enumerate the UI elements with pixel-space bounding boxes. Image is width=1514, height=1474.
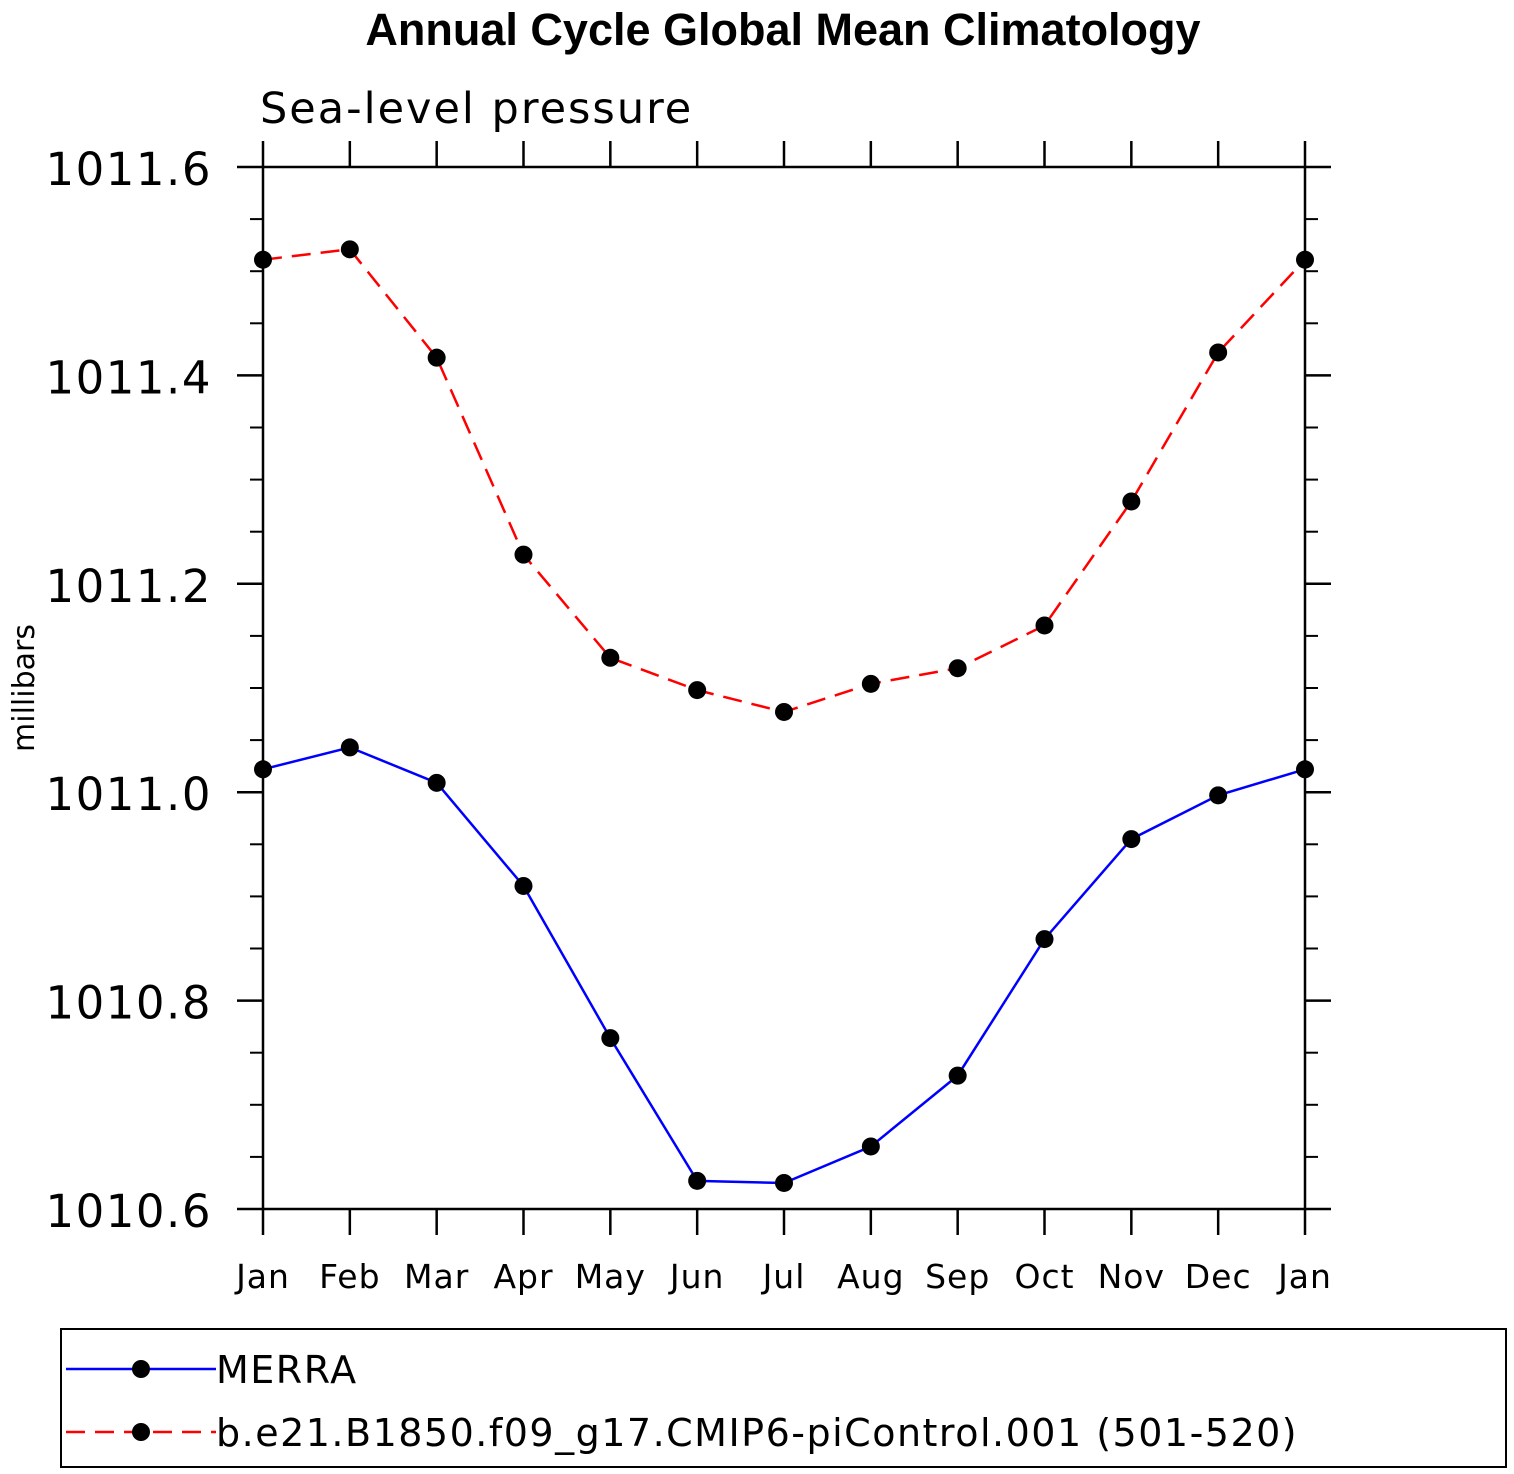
legend-frame (60, 1328, 1507, 1468)
series-line-1 (262, 247, 1306, 714)
legend-marker-merra (132, 1360, 150, 1378)
y-tick-label: 1011.6 (46, 143, 212, 196)
data-point-series-1 (254, 250, 272, 269)
data-point-series-1 (427, 348, 446, 367)
data-point-series-0 (948, 1066, 967, 1085)
y-axis-label: millibars (7, 624, 42, 752)
data-point-series-0 (775, 1173, 793, 1192)
data-point-series-1 (1035, 616, 1054, 635)
data-point-series-0 (514, 876, 533, 895)
legend-label-model: b.e21.B1850.f09_g17.CMIP6-piControl.001 … (216, 1411, 1298, 1455)
plot-frame (261, 165, 1307, 1211)
chart-title: Annual Cycle Global Mean Climatology (365, 4, 1200, 55)
x-tick-label: Feb (319, 1257, 380, 1296)
data-point-series-0 (688, 1171, 707, 1190)
data-point-series-0 (427, 773, 446, 792)
x-tick-label: Jan (234, 1257, 290, 1296)
data-point-series-0 (601, 1029, 620, 1048)
x-tick-label: Mar (404, 1257, 469, 1296)
y-tick-label: 1011.0 (46, 768, 212, 821)
data-point-series-1 (861, 674, 880, 693)
x-tick-label: Dec (1185, 1257, 1252, 1296)
data-point-series-0 (1296, 760, 1314, 779)
chart-subtitle: Sea-level pressure (260, 84, 693, 134)
legend: MERRA b.e21.B1850.f09_g17.CMIP6-piContro… (60, 1328, 1507, 1468)
x-tick-label: Nov (1098, 1257, 1165, 1296)
data-point-series-1 (1209, 343, 1228, 362)
x-tick-label: Jan (1276, 1257, 1332, 1296)
data-point-series-1 (514, 545, 533, 564)
y-tick-label: 1010.6 (46, 1185, 212, 1238)
data-point-series-0 (340, 738, 359, 757)
x-tick-label: Jun (668, 1257, 725, 1296)
data-point-series-1 (948, 659, 967, 678)
x-tick-label: Jul (761, 1257, 806, 1296)
series-line-0 (262, 746, 1306, 1185)
data-point-series-0 (861, 1137, 880, 1156)
x-tick-label: Apr (493, 1257, 553, 1296)
data-point-series-0 (1035, 930, 1054, 949)
x-tick-label: Aug (837, 1257, 904, 1296)
legend-marker-model (132, 1423, 150, 1441)
x-tick-label: Sep (925, 1257, 990, 1296)
x-tick-label: May (575, 1257, 646, 1296)
data-point-series-0 (1122, 830, 1141, 849)
plot-area: Jan Feb Mar Apr May Jun Jul Aug Sep Oct Nov Dec Jan 1… (46, 141, 1332, 1296)
data-point-series-1 (688, 681, 707, 700)
y-tick-label: 1011.2 (46, 560, 212, 613)
y-tick-label: 1011.4 (46, 351, 212, 404)
data-point-series-0 (254, 760, 272, 779)
data-point-series-0 (1209, 786, 1228, 805)
y-tick-label: 1010.8 (46, 977, 212, 1030)
data-point-series-1 (340, 240, 359, 259)
x-tick-label: Oct (1014, 1257, 1074, 1296)
data-point-series-1 (775, 702, 793, 721)
data-point-series-1 (601, 648, 620, 667)
data-point-series-1 (1296, 250, 1314, 269)
data-point-series-1 (1122, 492, 1141, 511)
legend-label-merra: MERRA (216, 1348, 358, 1392)
